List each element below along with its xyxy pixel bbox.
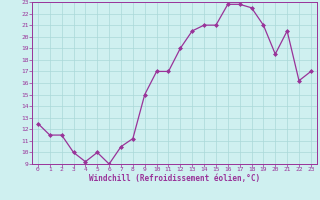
X-axis label: Windchill (Refroidissement éolien,°C): Windchill (Refroidissement éolien,°C) bbox=[89, 174, 260, 183]
